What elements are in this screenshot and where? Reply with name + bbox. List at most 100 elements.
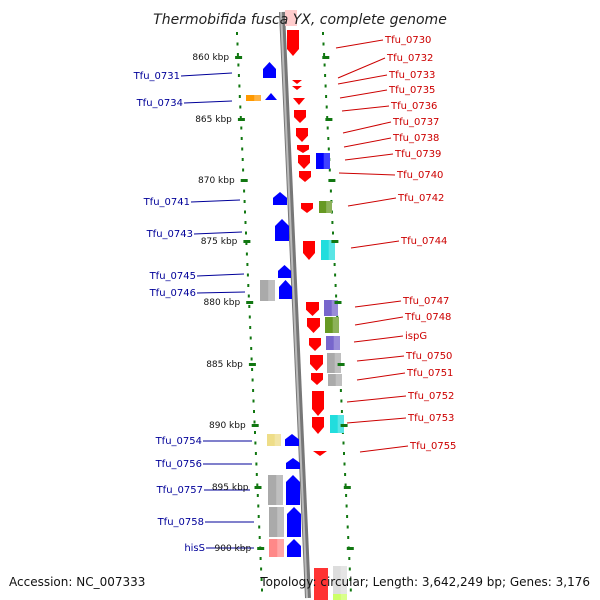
gene-label-Tfu_0757[interactable]: Tfu_0757: [156, 485, 203, 496]
cog-block-gray-shade: [335, 374, 342, 386]
tick-dot: [257, 504, 260, 508]
gene-label-Tfu_0752[interactable]: Tfu_0752: [407, 391, 454, 402]
gene-label-Tfu_0746[interactable]: Tfu_0746: [149, 288, 196, 299]
gene-label-Tfu_0741[interactable]: Tfu_0741: [143, 197, 190, 208]
gene-label-Tfu_0730[interactable]: Tfu_0730: [384, 35, 431, 46]
tick-dot: [327, 137, 330, 140]
reverse-gene-arrow: [286, 458, 300, 469]
gene-label-Tfu_0734[interactable]: Tfu_0734: [136, 98, 183, 109]
tick-dot: [236, 42, 239, 46]
cog-block-lime: [333, 594, 347, 600]
forward-gene-arrow: [310, 355, 323, 371]
tick-dot: [332, 231, 334, 235]
cog-block-cyan: [321, 240, 335, 260]
forward-gene-arrow: [294, 110, 306, 123]
cog-block-orange: [246, 95, 261, 101]
tick-dot: [252, 399, 255, 403]
tick-dot: [333, 263, 336, 266]
tick-dot: [245, 231, 247, 235]
gene-label-Tfu_0733[interactable]: Tfu_0733: [388, 70, 435, 81]
cog-block-blue: [316, 153, 330, 169]
tick-dot: [347, 536, 350, 539]
cog-block-pink: [269, 539, 284, 557]
gene-label-ispG[interactable]: ispG: [405, 331, 427, 342]
kbp-dash: [322, 56, 330, 59]
cog-block-purple-shade: [331, 300, 338, 316]
gene-label-Tfu_0756[interactable]: Tfu_0756: [155, 459, 202, 470]
kbp-ticks: 860 kbp 865 kbp 870 kbp 875 kbp 880 kbp 885 k…: [192, 53, 354, 554]
gene-label-Tfu_0751[interactable]: Tfu_0751: [406, 368, 453, 379]
accession: Accession: NC_007333: [9, 575, 145, 589]
tick-dot: [249, 326, 252, 329]
kbp-dash: [340, 424, 348, 427]
tick-dot: [247, 294, 250, 298]
gene-label-hisS[interactable]: hisS: [184, 543, 205, 554]
cog-block-gray: [327, 353, 341, 373]
tick-dot: [236, 32, 238, 35]
tick-dot: [260, 567, 263, 571]
kbp-label: 880 kbp: [204, 298, 241, 308]
kbp-label: 865 kbp: [195, 115, 232, 125]
gene-label-Tfu_0755[interactable]: Tfu_0755: [409, 441, 456, 452]
leader-line: [346, 417, 407, 424]
tick-dot: [244, 221, 247, 224]
forward-gene-arrow: [297, 145, 309, 153]
forward-gene-arrow: [303, 241, 315, 260]
tick-dot: [342, 441, 345, 445]
tick-dot: [323, 63, 326, 67]
tick-dot: [258, 525, 261, 529]
label-leaders: [180, 39, 409, 549]
gene-label-Tfu_0745[interactable]: Tfu_0745: [149, 271, 196, 282]
tick-dot: [348, 557, 351, 560]
gene-label-Tfu_0754[interactable]: Tfu_0754: [155, 436, 202, 447]
tick-dot: [241, 147, 244, 151]
cog-block-cyan-shade: [328, 240, 335, 260]
gene-label-Tfu_0740[interactable]: Tfu_0740: [396, 170, 443, 181]
gene-label-Tfu_0742[interactable]: Tfu_0742: [397, 193, 444, 204]
topology-info: Topology: circular; Length: 3,642,249 bp…: [259, 575, 590, 589]
backbone-highlight: [280, 11, 308, 599]
gene-arrows: [263, 30, 328, 600]
leader-line: [341, 105, 390, 112]
tick-dot: [326, 126, 329, 130]
forward-gene-arrow: [292, 80, 302, 84]
kbp-dash: [343, 486, 351, 489]
tick-dot: [245, 252, 248, 256]
gene-label-Tfu_0744[interactable]: Tfu_0744: [400, 236, 447, 247]
leader-line: [354, 300, 402, 308]
gene-label-Tfu_0758[interactable]: Tfu_0758: [157, 517, 204, 528]
forward-gene-arrow: [309, 338, 321, 351]
cog-block-gray-shade: [340, 566, 347, 600]
gene-label-Tfu_0739[interactable]: Tfu_0739: [394, 149, 441, 160]
gene-label-Tfu_0732[interactable]: Tfu_0732: [386, 53, 433, 64]
gene-label-Tfu_0735[interactable]: Tfu_0735: [388, 85, 435, 96]
kbp-dash: [254, 486, 262, 489]
gene-label-Tfu_0737[interactable]: Tfu_0737: [392, 117, 439, 128]
leader-line: [337, 57, 386, 79]
tick-dot: [243, 189, 246, 193]
tick-dot: [348, 567, 351, 571]
gene-label-Tfu_0750[interactable]: Tfu_0750: [405, 351, 452, 362]
tick-dot: [242, 168, 245, 172]
tick-dot: [331, 221, 334, 224]
gene-label-Tfu_0738[interactable]: Tfu_0738: [392, 133, 439, 144]
tick-dot: [259, 557, 262, 560]
kbp-label: 890 kbp: [209, 421, 246, 431]
forward-gene-arrow: [313, 451, 327, 456]
tick-dot: [247, 284, 250, 287]
cog-block-purple-shade: [333, 336, 340, 350]
tick-dot: [250, 347, 253, 350]
gene-label-Tfu_0736[interactable]: Tfu_0736: [390, 101, 437, 112]
gene-label-Tfu_0748[interactable]: Tfu_0748: [404, 312, 451, 323]
gene-label-Tfu_0753[interactable]: Tfu_0753: [407, 413, 454, 424]
kbp-dash: [337, 363, 345, 366]
cog-block-pink-shade: [277, 539, 284, 557]
tick-dot: [261, 588, 263, 592]
gene-label-Tfu_0731[interactable]: Tfu_0731: [133, 71, 180, 82]
cog-block-gray: [260, 280, 275, 301]
gene-label-Tfu_0743[interactable]: Tfu_0743: [146, 229, 193, 240]
tick-dot: [328, 168, 331, 172]
gene-label-Tfu_0747[interactable]: Tfu_0747: [402, 296, 449, 307]
cog-block-lime-shade: [340, 594, 347, 600]
